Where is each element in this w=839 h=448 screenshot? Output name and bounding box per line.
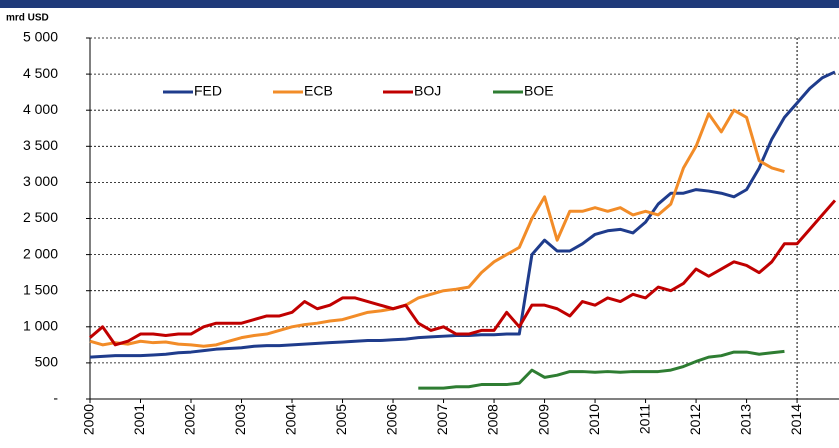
- x-tick-label: 2009: [535, 404, 551, 435]
- series-line: [89, 199, 837, 347]
- x-tick-label: 2011: [636, 404, 652, 434]
- x-tick-label: 2002: [182, 404, 198, 435]
- y-tick-label: 3 500: [23, 137, 58, 153]
- y-tick-label: 1 500: [23, 281, 58, 297]
- y-tick-label: 500: [35, 354, 59, 370]
- legend-label: FED: [194, 83, 222, 99]
- x-tick-label: 2003: [232, 404, 248, 435]
- y-axis-label: mrd USD: [6, 13, 49, 24]
- x-tick-label: 2013: [737, 404, 753, 435]
- y-tick-label: 4 000: [23, 101, 58, 117]
- y-tick-label: 1 000: [23, 318, 58, 334]
- x-tick-label: 2005: [333, 404, 349, 435]
- series-line: [89, 70, 836, 359]
- x-tick-label: 2001: [131, 404, 147, 435]
- y-tick-label: 5 000: [23, 29, 58, 45]
- y-tick-label: 3 000: [23, 173, 58, 189]
- x-tick-label: 2012: [687, 404, 703, 435]
- x-tick-label: 2008: [485, 404, 501, 435]
- y-tick-label: 2 500: [23, 209, 58, 225]
- x-tick-label: 2006: [384, 404, 400, 435]
- series-line: [89, 108, 785, 348]
- x-tick-label: 2007: [434, 404, 450, 435]
- legend-label: ECB: [304, 83, 333, 99]
- x-tick-label: 2014: [788, 404, 804, 435]
- legend-label: BOE: [524, 83, 554, 99]
- y-tick-label: 4 500: [23, 65, 58, 81]
- legend-label: BOJ: [414, 83, 441, 99]
- x-tick-label: 2004: [283, 404, 299, 435]
- series-line: [418, 349, 785, 390]
- header-bar: [0, 0, 839, 8]
- y-tick-label: -: [53, 390, 58, 406]
- y-tick-label: 2 000: [23, 245, 58, 261]
- x-tick-label: 2010: [586, 404, 602, 435]
- x-tick-label: 2000: [81, 404, 97, 435]
